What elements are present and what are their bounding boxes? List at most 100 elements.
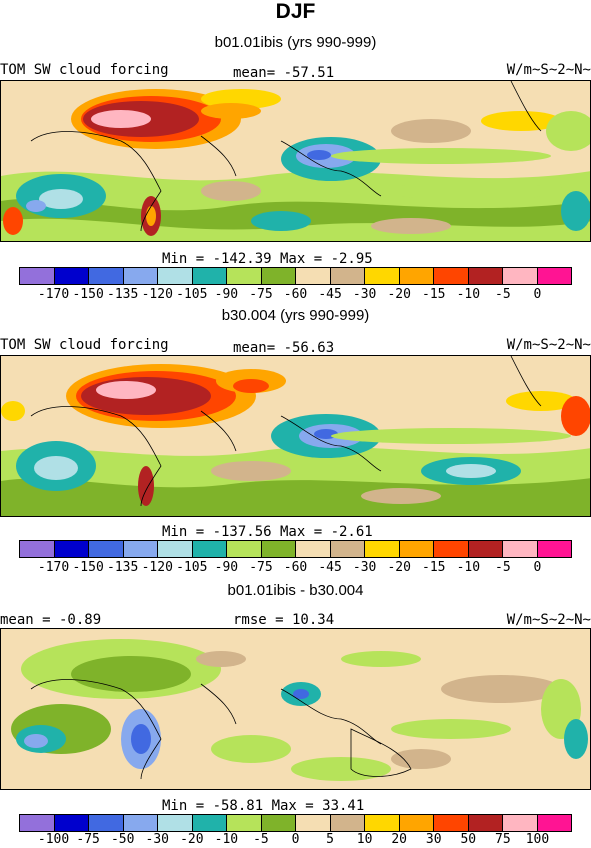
colorbar-tick-label: -90 bbox=[214, 560, 239, 575]
colorbar-tick-label: 50 bbox=[460, 832, 477, 847]
colorbar-3-swatch bbox=[330, 815, 365, 831]
panel-2-variable-label: TOM SW cloud forcing bbox=[0, 337, 169, 353]
colorbar-tick-label: -170 bbox=[37, 560, 70, 575]
colorbar-tick-label: -20 bbox=[387, 560, 411, 575]
colorbar-1-swatch bbox=[158, 268, 193, 284]
colorbar-tick-label: 20 bbox=[391, 832, 408, 847]
panel-1-map bbox=[0, 80, 591, 242]
colorbar-1-swatch bbox=[192, 268, 227, 284]
colorbar-tick-label: -105 bbox=[176, 287, 208, 302]
colorbar-2-swatch bbox=[192, 541, 227, 557]
panel-1-units-label: W/m~S~2~N~ bbox=[506, 62, 591, 78]
panel-2-units-label: W/m~S~2~N~ bbox=[506, 337, 591, 353]
panel-2-mean-label: mean= -56.63 bbox=[233, 340, 335, 356]
panel-1-contour-field bbox=[1, 81, 590, 241]
colorbar-3-swatch bbox=[192, 815, 227, 831]
panel-2-map bbox=[0, 355, 591, 517]
colorbar-tick-label: -30 bbox=[145, 832, 169, 847]
colorbar-2-swatch bbox=[399, 541, 434, 557]
panel-3-subtitle: b01.01ibis - b30.004 bbox=[227, 582, 364, 599]
colorbar-3-swatch bbox=[54, 815, 89, 831]
colorbar-3-ticks: -100 -75 -50 -30 -20 -10 -5 0 5 10 20 30 50 75 100 bbox=[19, 832, 572, 848]
colorbar-1-swatch bbox=[330, 268, 365, 284]
colorbar-3-swatch bbox=[123, 815, 158, 831]
colorbar-tick-label: -10 bbox=[214, 832, 239, 847]
colorbar-3-swatch bbox=[20, 815, 55, 831]
panel-2-contour-field bbox=[1, 356, 590, 516]
colorbar-tick-label: -150 bbox=[72, 560, 104, 575]
colorbar-3-swatch bbox=[158, 815, 193, 831]
colorbar-2-swatch bbox=[158, 541, 193, 557]
colorbar-3-swatch bbox=[434, 815, 469, 831]
colorbar-3-swatch bbox=[503, 815, 538, 831]
colorbar-2-swatch bbox=[537, 541, 571, 557]
colorbar-tick-label: -135 bbox=[107, 560, 139, 575]
colorbar-tick-label: -120 bbox=[141, 287, 173, 302]
colorbar-2-swatch bbox=[365, 541, 400, 557]
colorbar-tick-label: -30 bbox=[352, 287, 377, 302]
colorbar-tick-label: 0 bbox=[533, 560, 542, 575]
colorbar-1 bbox=[19, 267, 572, 285]
panel-2-subtitle: b30.004 (yrs 990-999) bbox=[221, 307, 370, 324]
colorbar-tick-label: -20 bbox=[180, 832, 204, 847]
colorbar-tick-label: 0 bbox=[533, 287, 542, 302]
colorbar-3-swatch bbox=[537, 815, 571, 831]
colorbar-3 bbox=[19, 814, 572, 832]
colorbar-1-swatch bbox=[503, 268, 538, 284]
panel-3-map bbox=[0, 628, 591, 790]
colorbar-3-swatch bbox=[468, 815, 503, 831]
colorbar-tick-label: -135 bbox=[107, 287, 139, 302]
colorbar-2-swatch bbox=[54, 541, 89, 557]
colorbar-1-swatch bbox=[537, 268, 571, 284]
colorbar-tick-label: -30 bbox=[352, 560, 377, 575]
panel-1-variable-label: TOM SW cloud forcing bbox=[0, 62, 169, 78]
panel-2-minmax-label: Min = -137.56 Max = -2.61 bbox=[162, 524, 373, 540]
colorbar-tick-label: -15 bbox=[422, 287, 446, 302]
colorbar-2-swatch bbox=[468, 541, 503, 557]
colorbar-tick-label: 100 bbox=[525, 832, 550, 847]
colorbar-2-swatch bbox=[296, 541, 331, 557]
colorbar-tick-label: -60 bbox=[283, 560, 308, 575]
colorbar-tick-label: -45 bbox=[318, 287, 342, 302]
panel-3-rmse-label: rmse = 10.34 bbox=[233, 612, 335, 628]
colorbar-3-swatch bbox=[89, 815, 124, 831]
colorbar-tick-label: -5 bbox=[253, 832, 269, 847]
colorbar-tick-label: 75 bbox=[495, 832, 511, 847]
colorbar-tick-label: -75 bbox=[249, 560, 273, 575]
colorbar-1-swatch bbox=[434, 268, 469, 284]
colorbar-3-swatch bbox=[365, 815, 400, 831]
colorbar-2-swatch bbox=[434, 541, 469, 557]
colorbar-tick-label: 30 bbox=[425, 832, 442, 847]
panel-1-subtitle: b01.01ibis (yrs 990-999) bbox=[214, 34, 377, 51]
colorbar-tick-label: -10 bbox=[456, 287, 481, 302]
colorbar-tick-label: -105 bbox=[176, 560, 208, 575]
colorbar-3-swatch bbox=[227, 815, 262, 831]
colorbar-3-swatch bbox=[296, 815, 331, 831]
colorbar-1-swatch bbox=[468, 268, 503, 284]
colorbar-2-swatch bbox=[330, 541, 365, 557]
colorbar-2-swatch bbox=[503, 541, 538, 557]
colorbar-tick-label: -120 bbox=[141, 560, 173, 575]
colorbar-2-swatch bbox=[261, 541, 296, 557]
colorbar-2-swatch bbox=[89, 541, 124, 557]
colorbar-tick-label: -150 bbox=[72, 287, 104, 302]
colorbar-tick-label: 0 bbox=[291, 832, 300, 847]
panel-1-mean-label: mean= -57.51 bbox=[233, 65, 335, 81]
panel-1-minmax-label: Min = -142.39 Max = -2.95 bbox=[162, 251, 373, 267]
colorbar-tick-label: -75 bbox=[249, 287, 273, 302]
colorbar-1-swatch bbox=[227, 268, 262, 284]
panel-3-mean-label: mean = -0.89 bbox=[0, 612, 102, 628]
colorbar-3-swatch bbox=[399, 815, 434, 831]
colorbar-2-swatch bbox=[20, 541, 55, 557]
colorbar-tick-label: -50 bbox=[110, 832, 135, 847]
colorbar-1-swatch bbox=[399, 268, 434, 284]
colorbar-1-swatch bbox=[54, 268, 89, 284]
colorbar-tick-label: -75 bbox=[76, 832, 100, 847]
colorbar-tick-label: 10 bbox=[356, 832, 373, 847]
figure-title: DJF bbox=[275, 0, 316, 23]
colorbar-tick-label: -90 bbox=[214, 287, 239, 302]
colorbar-2-ticks: -170 -150 -135 -120 -105 -90 -75 -60 -45 -30 -20 -1… bbox=[19, 560, 572, 576]
colorbar-tick-label: -170 bbox=[37, 287, 70, 302]
colorbar-2 bbox=[19, 540, 572, 558]
colorbar-2-swatch bbox=[227, 541, 262, 557]
